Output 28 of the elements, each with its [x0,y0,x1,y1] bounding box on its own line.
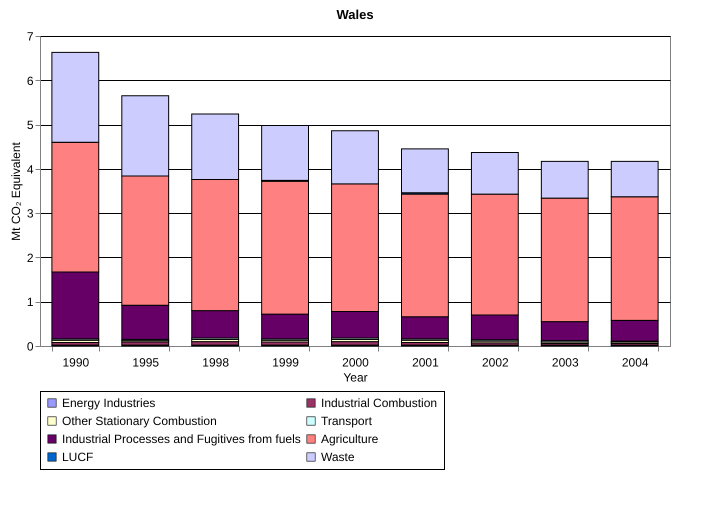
y-axis-title: Mt CO₂ Equivalent [8,141,23,241]
x-tick-label: 1995 [132,356,160,370]
x-axis-title: Year [343,370,368,384]
y-tick-label: 2 [26,250,34,265]
y-tick-label: 3 [26,206,34,221]
y-tick-label: 7 [26,30,34,44]
x-tick-label: 2000 [342,356,370,370]
y-tick-label: 0 [26,340,34,354]
y-tick-label: 5 [26,118,34,132]
legend-label: Agriculture [321,432,379,446]
x-tick-label: 2001 [412,356,440,370]
legend-label: Waste [321,450,355,464]
legend-label: Energy Industries [62,396,156,410]
x-tick-label: 2003 [552,356,579,370]
x-tick-label: 1999 [272,356,300,370]
legend-label: Industrial Combustion [321,396,438,410]
x-tick-label: 1990 [62,356,90,370]
chart-title: Wales [336,7,374,22]
legend-label: Other Stationary Combustion [62,414,217,428]
y-tick-label: 6 [26,74,34,88]
legend-label: LUCF [62,450,94,464]
y-tick-label: 1 [26,295,34,310]
x-tick-label: 2004 [622,356,649,370]
y-tick-label: 4 [26,162,34,176]
x-tick-label: 2002 [482,356,510,370]
legend-label: Industrial Processes and Fugitives from fuels [62,432,301,446]
legend-label: Transport [321,414,373,428]
x-tick-label: 1998 [202,356,230,370]
